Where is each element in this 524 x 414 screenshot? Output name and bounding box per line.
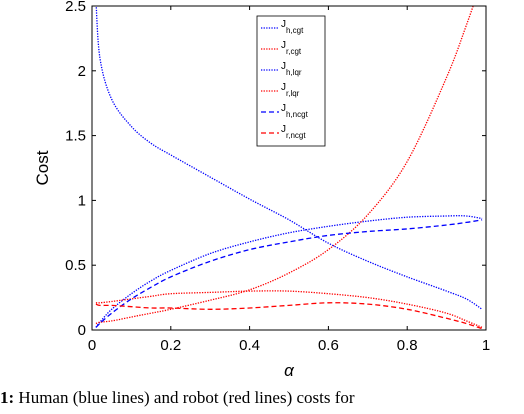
y-tick-label: 2.5: [65, 0, 86, 15]
y-axis-label: Cost: [33, 150, 52, 185]
caption-text: Human (blue lines) and robot (red lines)…: [14, 388, 355, 407]
caption-number: 1:: [0, 388, 15, 407]
figure-caption: 1: Human (blue lines) and robot (red lin…: [0, 388, 524, 414]
legend-entry: Jh,cgt: [281, 19, 304, 35]
x-tick-label: 0.8: [397, 337, 418, 354]
legend-entry: Jr,lqr: [281, 82, 300, 98]
legend-entry: Jr,ncgt: [281, 124, 306, 140]
x-tick-label: 0.6: [318, 337, 339, 354]
axes-frame: [91, 5, 487, 331]
series-line-r-ncgt: [95, 302, 483, 330]
legend-entry: Jh,ncgt: [281, 103, 309, 119]
series-layer: [95, 6, 483, 330]
y-tick-label: 1.5: [65, 128, 86, 145]
series-line-h-ncgt: [95, 219, 483, 328]
tick-layer: 0 0.2 0.4 0.6 0.8 1 0 0.5 1 1.5 2 2.5: [65, 0, 490, 354]
legend-entry: Jh,lqr: [281, 61, 302, 77]
series-line-h-cgt: [95, 215, 483, 328]
x-tick-label: 1: [482, 337, 490, 354]
cost-chart: 0 0.2 0.4 0.6 0.8 1 0 0.5 1 1.5 2 2.5 α Cost Jh,cgt…: [33, 0, 490, 380]
x-tick-label: 0.4: [239, 337, 260, 354]
legend-entry: Jr,cgt: [281, 40, 302, 56]
legend: Jh,cgt Jr,cgt Jh,lqr Jr,lqr Jh,ncgt Jr,ncgt: [256, 15, 326, 147]
legend-box: [256, 15, 326, 147]
series-line-h-lqr: [95, 6, 483, 310]
x-tick-label: 0.2: [160, 337, 181, 354]
x-axis-label: α: [284, 361, 295, 380]
y-tick-label: 1: [78, 192, 86, 209]
y-tick-label: 2: [78, 63, 86, 80]
x-tick-label: 0: [88, 337, 96, 354]
y-tick-label: 0.5: [65, 257, 86, 274]
y-tick-label: 0: [78, 322, 86, 339]
series-line-r-lqr: [95, 290, 483, 329]
